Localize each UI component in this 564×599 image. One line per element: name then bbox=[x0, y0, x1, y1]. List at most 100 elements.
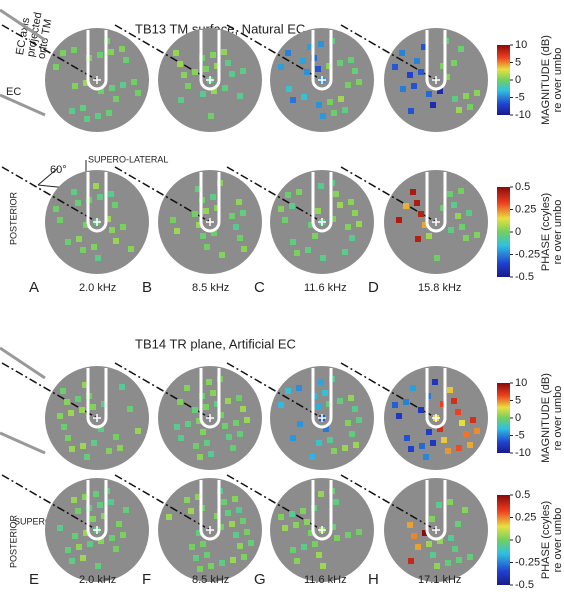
measure-point bbox=[318, 183, 324, 189]
measure-point bbox=[330, 524, 336, 530]
umbo bbox=[432, 414, 440, 422]
measure-point bbox=[467, 554, 473, 560]
measure-point bbox=[222, 85, 228, 91]
measure-point bbox=[184, 385, 190, 391]
measure-point bbox=[408, 108, 414, 114]
colorbar-tick-label: 5 bbox=[515, 56, 521, 68]
measure-point bbox=[68, 410, 74, 416]
measure-point bbox=[240, 406, 246, 412]
measure-point bbox=[448, 535, 454, 541]
measure-point bbox=[458, 188, 464, 194]
measure-point bbox=[451, 202, 457, 208]
measure-point bbox=[248, 540, 254, 546]
measure-point bbox=[101, 401, 107, 407]
colorbar bbox=[497, 495, 510, 585]
measure-point bbox=[195, 186, 201, 192]
measure-point bbox=[57, 413, 63, 419]
measure-point bbox=[348, 57, 354, 63]
angle-label: 60° bbox=[50, 164, 67, 176]
measure-point bbox=[225, 398, 231, 404]
measure-point bbox=[451, 398, 457, 404]
measure-point bbox=[423, 454, 429, 460]
measure-point bbox=[113, 434, 119, 440]
measure-point bbox=[76, 236, 82, 242]
manubrium bbox=[311, 368, 333, 429]
measure-point bbox=[105, 216, 111, 222]
measure-point bbox=[80, 105, 86, 111]
measure-point bbox=[352, 406, 358, 412]
measure-point bbox=[415, 544, 421, 550]
measure-point bbox=[119, 384, 125, 390]
measure-point bbox=[225, 60, 231, 66]
umbo bbox=[318, 218, 326, 226]
colorbar-tick-label: 0.25 bbox=[515, 511, 536, 523]
measure-point bbox=[327, 437, 333, 443]
measure-point bbox=[308, 530, 314, 536]
measure-point bbox=[356, 79, 362, 85]
measure-point bbox=[210, 390, 216, 396]
measure-point bbox=[315, 66, 321, 72]
panel-letter: B bbox=[142, 279, 152, 296]
measure-point bbox=[193, 443, 199, 449]
umbo bbox=[206, 414, 214, 422]
measure-point bbox=[240, 68, 246, 74]
measure-point bbox=[233, 420, 239, 426]
measure-point bbox=[237, 235, 243, 241]
measure-point bbox=[113, 546, 119, 552]
measure-point bbox=[90, 404, 96, 410]
measure-point bbox=[320, 563, 326, 569]
measure-point bbox=[474, 232, 480, 238]
measure-point bbox=[326, 63, 332, 69]
measure-point bbox=[399, 50, 405, 56]
measure-point bbox=[301, 94, 307, 100]
measure-point bbox=[337, 60, 343, 66]
measure-point bbox=[318, 41, 324, 47]
measure-point bbox=[93, 183, 99, 189]
measure-point bbox=[98, 88, 104, 94]
posterior-label: POSTERIOR bbox=[8, 514, 18, 568]
measure-point bbox=[345, 82, 351, 88]
measure-point bbox=[83, 222, 89, 228]
measure-point bbox=[82, 494, 88, 500]
measure-point bbox=[407, 72, 413, 78]
umbo bbox=[318, 76, 326, 84]
manubrium bbox=[86, 172, 108, 233]
measure-point bbox=[195, 494, 201, 500]
measure-point bbox=[327, 99, 333, 105]
measure-point bbox=[236, 199, 242, 205]
panel-letter: G bbox=[254, 571, 266, 588]
measure-point bbox=[98, 538, 104, 544]
colorbar-tick-label: 10 bbox=[515, 377, 527, 389]
measure-point bbox=[117, 445, 123, 451]
measure-point bbox=[315, 404, 321, 410]
measure-point bbox=[95, 563, 101, 569]
umbo bbox=[432, 218, 440, 226]
measure-point bbox=[214, 513, 220, 519]
measure-point bbox=[301, 544, 307, 550]
measure-point bbox=[445, 448, 451, 454]
measure-point bbox=[219, 560, 225, 566]
measure-point bbox=[237, 93, 243, 99]
measure-point bbox=[463, 431, 469, 437]
measure-point bbox=[410, 189, 416, 195]
measure-point bbox=[333, 499, 339, 505]
measure-point bbox=[444, 74, 450, 80]
measure-point bbox=[467, 442, 473, 448]
measure-point bbox=[296, 189, 302, 195]
manubrium bbox=[425, 368, 447, 429]
measure-point bbox=[467, 104, 473, 110]
measure-point bbox=[459, 420, 465, 426]
measure-point bbox=[83, 80, 89, 86]
measure-point bbox=[316, 552, 322, 558]
measure-point bbox=[290, 435, 296, 441]
measure-point bbox=[337, 398, 343, 404]
measure-point bbox=[90, 516, 96, 522]
measure-point bbox=[470, 417, 476, 423]
panel-frequency: 2.0 kHz bbox=[79, 282, 116, 294]
measure-point bbox=[278, 402, 284, 408]
measure-point bbox=[173, 50, 179, 56]
measure-point bbox=[408, 446, 414, 452]
measure-point bbox=[221, 49, 227, 55]
measure-point bbox=[76, 544, 82, 550]
measure-point bbox=[72, 83, 78, 89]
